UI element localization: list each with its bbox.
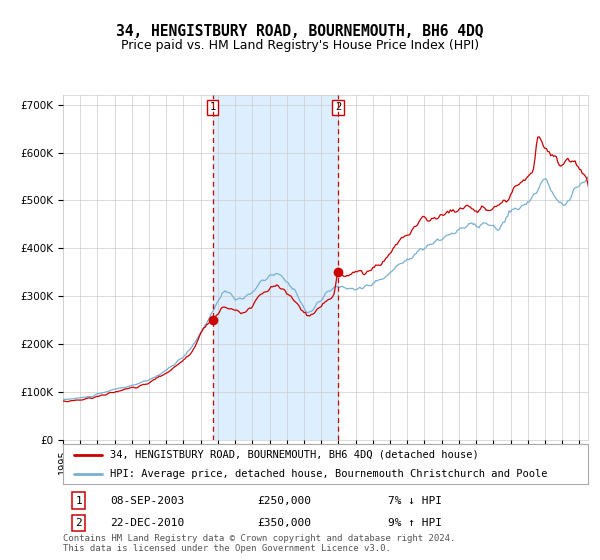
Bar [212, 95, 338, 440]
Text: Contains HM Land Registry data © Crown copyright and database right 2024.
This d: Contains HM Land Registry data © Crown c… [63, 534, 455, 553]
Text: 1: 1 [76, 496, 82, 506]
Text: £350,000: £350,000 [257, 518, 311, 528]
Text: 2: 2 [335, 102, 341, 112]
Text: 1: 1 [209, 102, 216, 112]
Text: 9% ↑ HPI: 9% ↑ HPI [389, 518, 443, 528]
Text: 22-DEC-2010: 22-DEC-2010 [110, 518, 185, 528]
Text: 34, HENGISTBURY ROAD, BOURNEMOUTH, BH6 4DQ: 34, HENGISTBURY ROAD, BOURNEMOUTH, BH6 4… [116, 24, 484, 39]
Text: HPI: Average price, detached house, Bournemouth Christchurch and Poole: HPI: Average price, detached house, Bour… [110, 469, 548, 478]
Text: Price paid vs. HM Land Registry's House Price Index (HPI): Price paid vs. HM Land Registry's House … [121, 39, 479, 52]
Text: 34, HENGISTBURY ROAD, BOURNEMOUTH, BH6 4DQ (detached house): 34, HENGISTBURY ROAD, BOURNEMOUTH, BH6 4… [110, 450, 479, 460]
Text: 7% ↓ HPI: 7% ↓ HPI [389, 496, 443, 506]
Text: 2: 2 [76, 518, 82, 528]
Text: 08-SEP-2003: 08-SEP-2003 [110, 496, 185, 506]
Text: £250,000: £250,000 [257, 496, 311, 506]
